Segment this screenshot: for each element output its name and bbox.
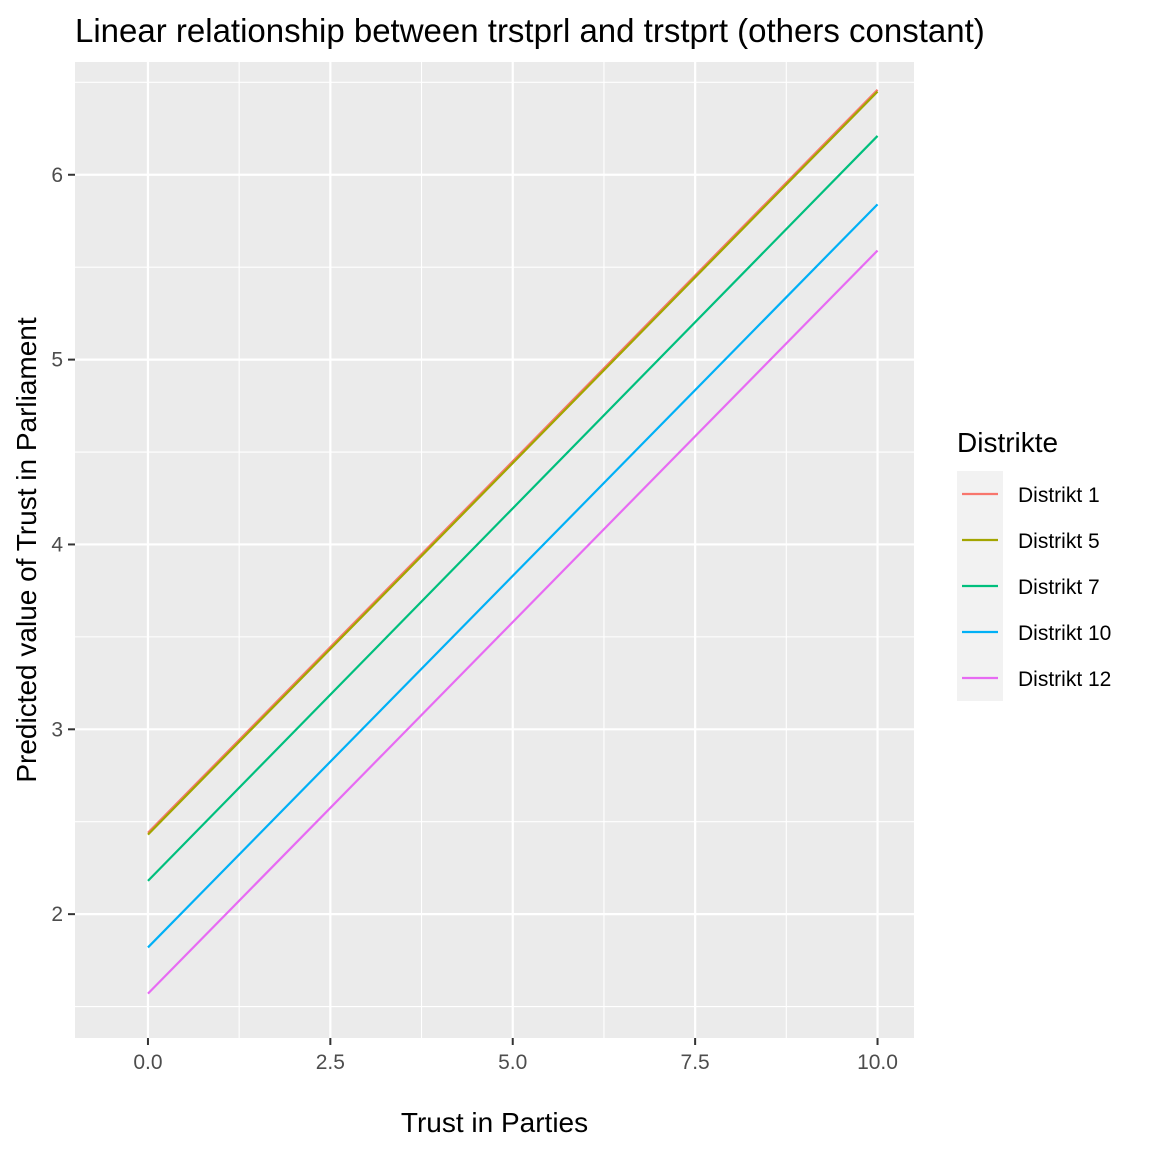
- legend-label: Distrikt 10: [1018, 622, 1111, 645]
- y-tick-label: 5: [51, 349, 63, 372]
- y-axis: 2 3 4 5 6: [51, 164, 75, 926]
- x-tick-label: 5.0: [498, 1051, 527, 1074]
- y-tick-label: 6: [51, 164, 63, 187]
- x-tick-label: 7.5: [681, 1051, 710, 1074]
- x-tick-label: 10.0: [857, 1051, 898, 1074]
- legend: Distrikte Distrikt 1 Distrikt 5 Distrikt 7…: [957, 427, 1111, 701]
- chart-title: Linear relationship between trstprl and …: [75, 12, 985, 49]
- legend-title: Distrikte: [957, 427, 1058, 458]
- series-line: [147, 135, 879, 882]
- x-axis: 0.0 2.5 5.0 7.5 10.0: [133, 1038, 898, 1074]
- y-tick-label: 3: [51, 718, 63, 741]
- legend-items: Distrikt 1 Distrikt 5 Distrikt 7 Distrikt 1…: [962, 484, 1111, 691]
- x-axis-title: Trust in Parties: [401, 1107, 588, 1138]
- series-line: [147, 203, 879, 949]
- y-tick-label: 2: [51, 903, 63, 926]
- legend-label: Distrikt 12: [1018, 668, 1111, 691]
- legend-label: Distrikt 1: [1018, 484, 1100, 507]
- plot-panel: [75, 62, 914, 1038]
- y-tick-label: 4: [51, 533, 63, 556]
- series-line: [147, 88, 879, 834]
- series-line: [147, 90, 879, 836]
- legend-label: Distrikt 5: [1018, 530, 1100, 553]
- major-gridlines: [75, 62, 914, 1038]
- series-line: [147, 249, 879, 995]
- x-tick-label: 2.5: [316, 1051, 345, 1074]
- legend-label: Distrikt 7: [1018, 576, 1100, 599]
- x-tick-label: 0.0: [133, 1051, 162, 1074]
- y-axis-title: Predicted value of Trust in Parliament: [11, 317, 42, 783]
- series-lines: [147, 88, 879, 995]
- minor-gridlines: [75, 62, 914, 1038]
